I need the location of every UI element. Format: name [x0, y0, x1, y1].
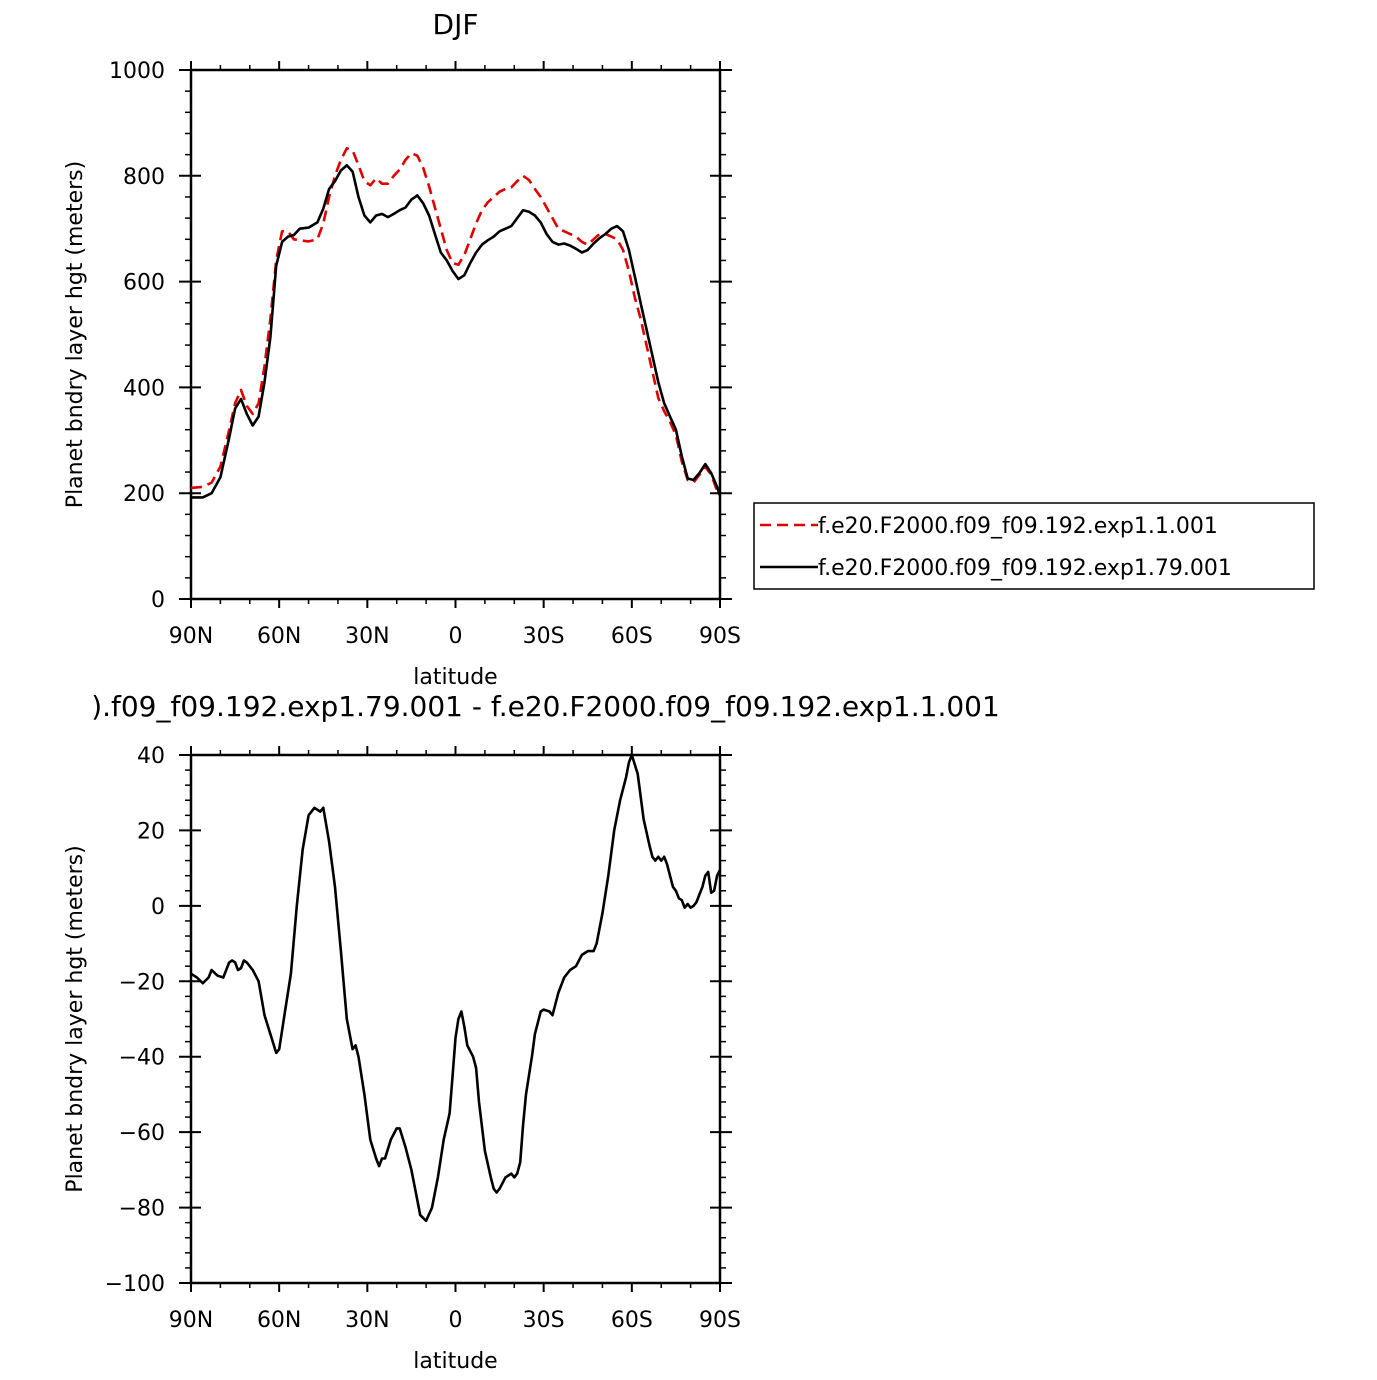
y-tick-label: 600	[123, 271, 165, 296]
x-tick-label: 30S	[523, 624, 565, 649]
plot-frame	[189, 753, 722, 1285]
y-tick-label: 0	[151, 895, 165, 920]
chart-panel-1: 90N 60N 30N 0 30S 60S 90S 0 200 400 600 800 1000 DJF l…	[63, 8, 1315, 690]
y-tick-label: −20	[119, 970, 165, 995]
x-tick-label: 90S	[699, 1308, 741, 1333]
legend-label-1: f.e20.F2000.f09_f09.192.exp1.1.001	[818, 514, 1218, 539]
x-tick-label: 90S	[699, 624, 741, 649]
chart-title: ).f09_f09.192.exp1.79.001 - f.e20.F2000.…	[91, 690, 1000, 723]
y-axis-title: Planet bndry layer hgt (meters)	[63, 845, 88, 1192]
series-line-1	[190, 753, 722, 1223]
y-tick-label: −80	[119, 1197, 165, 1222]
series-line-2	[191, 163, 722, 499]
x-axis-title: latitude	[413, 1349, 497, 1374]
x-tick-label: 90N	[169, 1308, 213, 1333]
y-tick-label: 20	[137, 819, 165, 844]
x-tick-label: 60N	[257, 1308, 301, 1333]
legend: f.e20.F2000.f09_f09.192.exp1.1.001 f.e20.…	[753, 502, 1315, 590]
x-tick-label: 90N	[169, 624, 213, 649]
x-tick-label: 30S	[523, 1308, 565, 1333]
x-tick-label: 0	[449, 624, 463, 649]
chart-title: DJF	[433, 8, 479, 41]
x-tick-label: 60S	[611, 1308, 653, 1333]
y-tick-label: 40	[137, 744, 165, 769]
chart-panel-2: 90N 60N 30N 0 30S 60S 90S −100 −80 −60 −40 −20 0 20 40…	[63, 690, 1000, 1374]
legend-label-2: f.e20.F2000.f09_f09.192.exp1.79.001	[818, 556, 1232, 581]
x-tick-label: 60N	[257, 624, 301, 649]
y-tick-label: 200	[123, 482, 165, 507]
y-tick-label: 1000	[109, 59, 165, 84]
x-tick-label: 60S	[611, 624, 653, 649]
y-tick-label: 400	[123, 376, 165, 401]
y-axis-title: Planet bndry layer hgt (meters)	[63, 161, 88, 508]
y-tick-label: 0	[151, 588, 165, 613]
y-tick-label: 800	[123, 165, 165, 190]
x-tick-label: 30N	[345, 624, 389, 649]
y-tick-label: −40	[119, 1046, 165, 1071]
x-axis-title: latitude	[413, 665, 497, 690]
x-tick-label: 30N	[345, 1308, 389, 1333]
legend-box	[753, 502, 1315, 590]
x-tick-label: 0	[449, 1308, 463, 1333]
y-tick-label: −100	[105, 1272, 165, 1297]
y-tick-label: −60	[119, 1121, 165, 1146]
